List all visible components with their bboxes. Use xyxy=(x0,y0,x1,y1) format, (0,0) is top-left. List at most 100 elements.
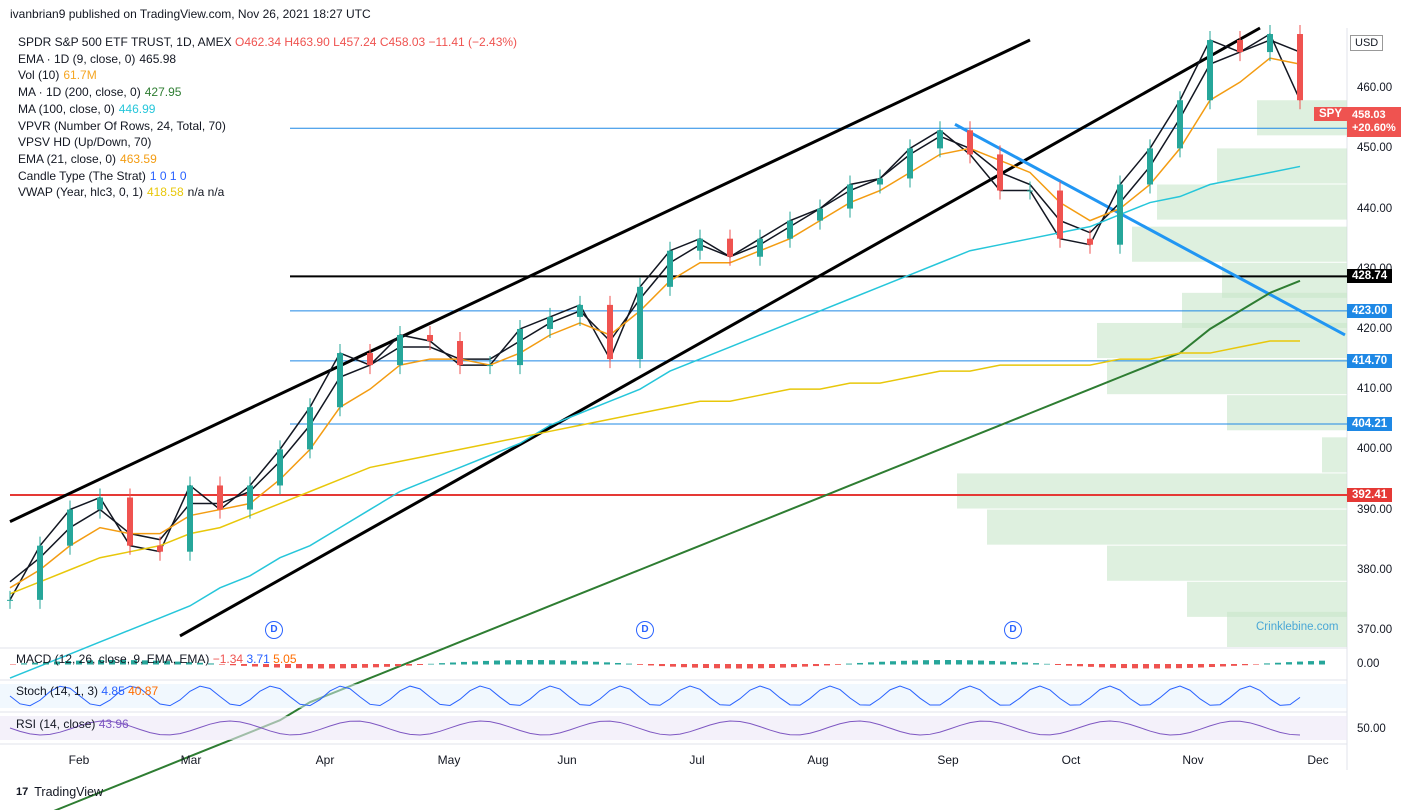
rsi-legend[interactable]: RSI (14, close) 43.96 xyxy=(16,717,129,731)
macd-histogram-bar xyxy=(1187,664,1193,668)
indicator-legend: SPDR S&P 500 ETF TRUST, 1D, AMEX O462.34… xyxy=(18,34,517,201)
macd-histogram-bar xyxy=(923,660,929,665)
macd-histogram-bar xyxy=(142,660,148,665)
price-level-badge[interactable]: 414.70 xyxy=(1347,353,1393,368)
x-axis-label: Feb xyxy=(68,753,90,767)
macd-histogram-bar xyxy=(21,663,27,665)
indicator-row[interactable]: VPSV HD (Up/Down, 70) xyxy=(18,134,517,151)
macd-histogram-bar xyxy=(109,660,115,665)
stoch-k-value: 4.85 xyxy=(101,684,125,698)
macd-histogram-bar xyxy=(450,662,456,665)
symbol-name[interactable]: SPDR S&P 500 ETF TRUST, 1D, AMEX xyxy=(18,35,232,49)
x-axis-label: Jun xyxy=(557,753,577,767)
candle-body xyxy=(247,485,253,510)
macd-histogram-bar xyxy=(1033,663,1039,665)
footer-brand[interactable]: TradingView xyxy=(34,785,104,799)
macd-histogram-bar xyxy=(43,662,49,665)
macd-histogram-bar xyxy=(54,661,60,665)
macd-histogram-bar xyxy=(1231,664,1237,666)
tradingview-logo-icon: 17 xyxy=(16,786,29,798)
indicator-row[interactable]: MA (100, close, 0) 446.99 xyxy=(18,101,517,118)
y-axis-label: 460.00 xyxy=(1357,82,1393,95)
candle-body xyxy=(847,184,853,209)
stoch-k-line xyxy=(9,685,1301,707)
ohlc-open: O462.34 xyxy=(234,35,282,49)
indicator-row[interactable]: MA · 1D (200, close, 0) 427.95 xyxy=(18,84,517,101)
indicator-label: Vol (10) xyxy=(18,68,60,83)
macd-histogram-bar xyxy=(439,663,445,665)
stoch-legend[interactable]: Stoch (14, 1, 3) 4.85 40.87 xyxy=(16,684,158,698)
y-axis-label: 440.00 xyxy=(1357,202,1393,215)
volume-profile-bar xyxy=(1322,437,1347,473)
indicator-row[interactable]: VWAP (Year, hlc3, 0, 1) 418.58 n/a n/a xyxy=(18,184,517,201)
indicator-row[interactable]: Candle Type (The Strat) 1 0 1 0 xyxy=(18,168,517,185)
macd-histogram-bar xyxy=(978,660,984,665)
macd-histogram-bar xyxy=(538,660,544,665)
macd-histogram-bar xyxy=(945,660,951,665)
price-level-badge[interactable]: 423.00 xyxy=(1347,303,1393,318)
candle-body xyxy=(787,220,793,239)
candle-body xyxy=(217,485,223,510)
macd-histogram-bar xyxy=(340,664,346,669)
macd-histogram-bar xyxy=(395,664,401,667)
x-axis-label: Apr xyxy=(315,753,335,767)
candle-body xyxy=(337,353,343,408)
macd-histogram-bar xyxy=(1088,664,1094,667)
macd-histogram-bar xyxy=(120,660,126,665)
price-level-badge[interactable]: 428.74 xyxy=(1347,269,1393,284)
sub-axis-label: 50.00 xyxy=(1357,723,1386,735)
symbol-price-tag: SPY xyxy=(1314,107,1348,121)
macd-histogram-bar xyxy=(956,660,962,665)
candle-body xyxy=(1147,148,1153,185)
symbol-row[interactable]: SPDR S&P 500 ETF TRUST, 1D, AMEX O462.34… xyxy=(18,34,517,51)
macd-legend[interactable]: MACD (12, 26, close, 9, EMA, EMA) −1.34 … xyxy=(16,652,297,666)
candle-body xyxy=(937,130,943,149)
macd-histogram-bar xyxy=(1143,664,1149,669)
footer: 17 TradingView xyxy=(16,785,103,799)
macd-histogram-bar xyxy=(263,664,269,668)
price-level-badge[interactable]: 404.21 xyxy=(1347,417,1393,432)
macd-histogram-bar xyxy=(659,664,665,667)
macd-histogram-bar xyxy=(868,662,874,665)
indicator-label: Candle Type (The Strat) xyxy=(18,168,146,183)
indicator-row[interactable]: VPVR (Number Of Rows, 24, Total, 70) xyxy=(18,118,517,135)
macd-histogram-bar xyxy=(208,663,214,665)
macd-histogram-bar xyxy=(626,663,632,665)
macd-histogram-bar xyxy=(1132,664,1138,669)
macd-histogram-bar xyxy=(934,660,940,665)
volume-profile-bar xyxy=(1187,581,1347,617)
indicator-row[interactable]: EMA (21, close, 0) 463.59 xyxy=(18,151,517,168)
macd-histogram-bar xyxy=(87,660,93,665)
candle-body xyxy=(127,497,133,546)
macd-histogram-bar xyxy=(307,664,313,669)
indicator-row[interactable]: EMA · 1D (9, close, 0) 465.98 xyxy=(18,51,517,68)
macd-histogram-bar xyxy=(593,661,599,665)
ohlc-change: −11.41 (−2.43%) xyxy=(428,35,518,49)
currency-button[interactable]: USD xyxy=(1350,35,1384,51)
macd-histogram-bar xyxy=(967,660,973,665)
candle-body xyxy=(907,148,913,179)
macd-histogram-bar xyxy=(153,660,159,665)
candle-body xyxy=(1057,190,1063,239)
candle-body xyxy=(7,599,13,601)
macd-histogram-bar xyxy=(736,664,742,669)
candle-body xyxy=(997,154,1003,191)
macd-signal-value: 5.05 xyxy=(273,652,297,666)
indicator-value: 418.58 xyxy=(146,185,184,200)
macd-histogram-bar xyxy=(417,664,423,665)
macd-histogram-bar xyxy=(351,664,357,669)
last-price: 458.03 xyxy=(1352,109,1386,121)
dividend-marker[interactable]: D xyxy=(265,621,283,639)
dividend-marker[interactable]: D xyxy=(636,621,654,639)
indicator-value: 463.59 xyxy=(120,151,157,166)
candle-body xyxy=(397,334,403,366)
dividend-marker[interactable]: D xyxy=(1004,621,1022,639)
price-level-badge[interactable]: 392.41 xyxy=(1347,488,1393,503)
candle-body xyxy=(637,286,643,360)
macd-histogram-bar xyxy=(989,660,995,665)
indicator-row[interactable]: Vol (10) 61.7M xyxy=(18,67,517,84)
indicator-label: VPSV HD (Up/Down, 70) xyxy=(18,135,152,150)
macd-histogram-bar xyxy=(494,660,500,665)
indicator-value: 427.95 xyxy=(144,85,182,100)
